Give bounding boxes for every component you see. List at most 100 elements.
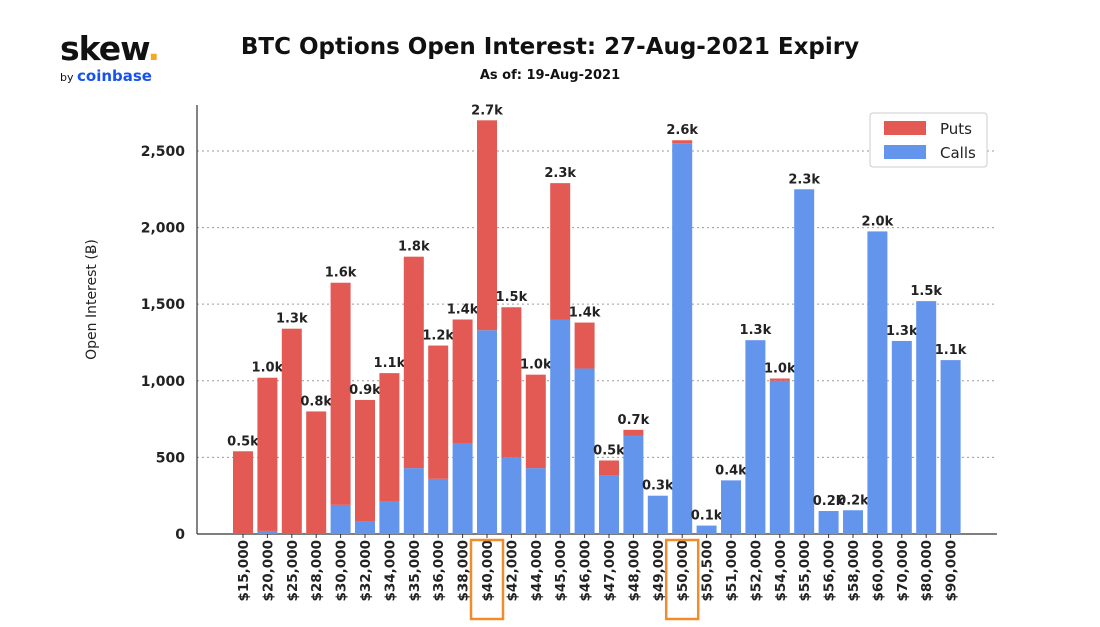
calls-bar: [769, 380, 790, 534]
data-label: 2.7k: [471, 103, 503, 118]
x-tick-label: $25,000: [285, 540, 301, 602]
x-tick-label: $56,000: [822, 540, 838, 602]
calls-bar: [525, 468, 546, 534]
calls-bar: [257, 530, 278, 534]
puts-bar: [233, 451, 253, 534]
data-label: 2.3k: [788, 172, 820, 187]
calls-bar: [330, 504, 351, 534]
calls-bar: [647, 495, 668, 534]
data-label: 1.3k: [886, 324, 918, 339]
x-tick-label: $51,000: [724, 540, 740, 602]
logo-wordmark: skew: [60, 29, 148, 68]
puts-bar: [525, 374, 546, 469]
calls-bar: [867, 231, 888, 534]
calls-bar: [501, 457, 522, 534]
data-label: 0.5k: [227, 434, 259, 449]
puts-bar: [379, 373, 400, 502]
x-tick-label: $48,000: [626, 540, 642, 602]
data-label: 1.4k: [569, 306, 601, 321]
puts-bar: [769, 378, 790, 381]
legend-calls-swatch: [884, 145, 926, 159]
puts-bar: [257, 377, 278, 531]
calls-bar: [843, 510, 863, 534]
data-label: 1.3k: [740, 323, 772, 338]
x-tick-label: $35,000: [407, 540, 423, 602]
x-tick-label: $45,000: [553, 540, 569, 602]
y-tick-label: 1,500: [141, 297, 186, 313]
x-tick-label: $50,000: [675, 540, 691, 602]
data-label: 0.9k: [349, 383, 381, 398]
data-label: 1.0k: [252, 361, 284, 376]
calls-bar: [574, 368, 595, 534]
x-tick-label: $58,000: [846, 540, 862, 602]
puts-bar: [501, 307, 522, 458]
chart-subtitle: As of: 19-Aug-2021: [479, 68, 621, 83]
x-tick-label: $34,000: [382, 540, 398, 602]
x-tick-label: $30,000: [334, 540, 350, 602]
puts-bar: [477, 120, 497, 331]
x-tick-label: $47,000: [602, 540, 618, 602]
x-tick-label: $32,000: [358, 540, 374, 602]
data-label: 1.0k: [764, 361, 796, 376]
data-label: 1.4k: [447, 303, 479, 318]
data-label: 0.1k: [691, 509, 723, 524]
calls-bar: [477, 330, 497, 534]
y-axis-label: Open Interest (Ƀ): [84, 239, 100, 360]
data-label: 1.5k: [496, 290, 528, 305]
legend-puts-swatch: [884, 121, 926, 135]
x-tick-label: $46,000: [578, 540, 594, 602]
coinbase-wordmark: coinbase: [77, 67, 152, 85]
y-tick-label: 500: [156, 450, 185, 466]
calls-bar: [403, 468, 424, 534]
highlight-box: [664, 538, 700, 621]
data-label: 2.3k: [544, 166, 576, 181]
x-tick-label: $40,000: [480, 540, 496, 602]
x-tick-label: $55,000: [797, 540, 813, 602]
data-label: 0.7k: [618, 413, 650, 428]
puts-bar: [452, 319, 473, 444]
data-label: 0.5k: [593, 443, 625, 458]
data-label: 1.1k: [374, 356, 406, 371]
highlight-box: [469, 538, 505, 621]
data-label: 0.2k: [813, 494, 845, 509]
data-label: 0.8k: [300, 394, 332, 409]
x-tick-label: $52,000: [748, 540, 764, 602]
x-tick-label: $20,000: [260, 540, 276, 602]
x-tick-label: $70,000: [895, 540, 911, 602]
data-label: 0.3k: [642, 479, 674, 494]
data-label: 1.2k: [422, 329, 454, 344]
calls-bar: [599, 475, 619, 534]
legend-calls-label: Calls: [940, 144, 976, 162]
data-label: 0.4k: [715, 463, 747, 478]
x-tick-label: $54,000: [773, 540, 789, 602]
data-label: 0.2k: [837, 493, 869, 508]
x-tick-label: $42,000: [504, 540, 520, 602]
calls-bar: [794, 189, 815, 534]
data-label: 1.0k: [520, 358, 552, 373]
x-tick-label: $44,000: [529, 540, 545, 602]
calls-bar: [916, 301, 937, 534]
data-label: 1.8k: [398, 240, 430, 255]
data-label: 1.5k: [910, 284, 942, 299]
logo-by: by: [60, 71, 74, 84]
y-tick-label: 1,000: [141, 374, 186, 390]
y-tick-label: 2,000: [141, 221, 186, 237]
puts-bar: [672, 140, 693, 144]
data-label: 2.6k: [666, 123, 698, 138]
calls-bar: [550, 319, 571, 534]
calls-bar: [721, 480, 741, 534]
puts-bar: [623, 429, 644, 436]
y-tick-label: 0: [175, 527, 185, 543]
puts-bar: [550, 183, 571, 320]
x-tick-label: $60,000: [870, 540, 886, 602]
calls-bar: [940, 360, 961, 534]
legend-puts-label: Puts: [940, 120, 972, 138]
calls-bar: [623, 435, 644, 534]
x-tick-label: $36,000: [431, 540, 447, 602]
puts-bar: [355, 399, 375, 522]
puts-bar: [306, 411, 327, 534]
calls-bar: [672, 143, 693, 534]
data-label: 1.3k: [276, 312, 308, 327]
calls-bar: [891, 340, 912, 534]
